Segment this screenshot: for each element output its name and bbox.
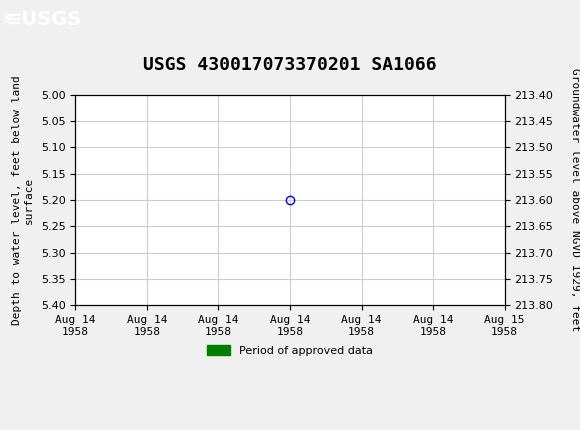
Legend: Period of approved data: Period of approved data: [203, 341, 377, 361]
Text: ≋: ≋: [2, 10, 18, 29]
Bar: [284, 308, 296, 313]
Text: ≡USGS: ≡USGS: [6, 10, 82, 29]
Y-axis label: Groundwater level above NGVD 1929, feet: Groundwater level above NGVD 1929, feet: [570, 68, 580, 332]
Y-axis label: Depth to water level, feet below land
surface: Depth to water level, feet below land su…: [12, 75, 34, 325]
Text: ~: ~: [3, 10, 14, 25]
Text: USGS 430017073370201 SA1066: USGS 430017073370201 SA1066: [143, 56, 437, 74]
